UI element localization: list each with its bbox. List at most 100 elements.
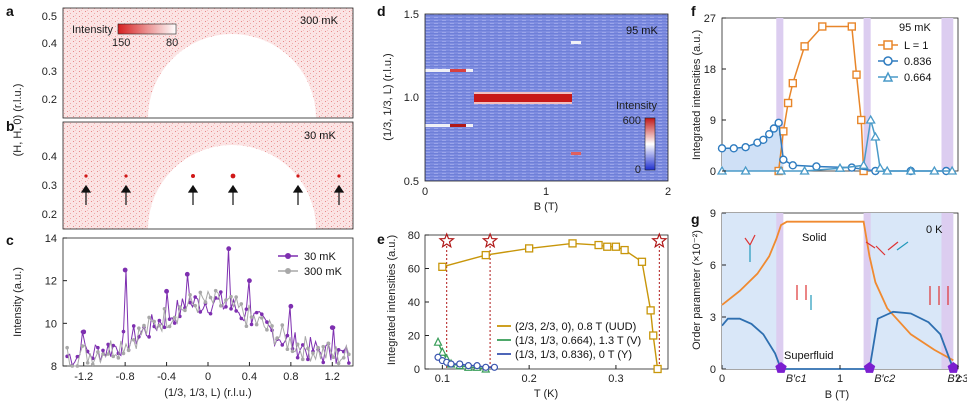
data-point [800,42,809,51]
data-point [172,315,177,320]
panel-a-yticks: 0.5 0.4 0.3 0.2 [42,11,57,106]
data-point [85,349,90,354]
y-tick-label: 40 [408,297,420,309]
data-point [111,343,116,348]
peak-arrow-head [80,184,92,193]
data-point [946,165,958,175]
data-point [717,144,727,153]
panel-d-ylabel: (1/3, 1/3, L) (r.l.u.) [382,53,394,140]
panel-e-xlabel: T (K) [534,388,558,400]
data-point [295,342,300,347]
data-point [259,316,264,320]
superfluid-region [722,213,781,369]
panel-d-colorbar-min: 0 [635,164,641,176]
data-point [249,322,254,327]
panel-a-colorbar-min: 150 [112,37,130,49]
y-tick-label: 0 [710,364,716,376]
data-point [219,304,223,308]
data-point [157,323,162,328]
x-tick-label: 0.1 [435,373,450,385]
legend-0664: 0.664 [904,72,932,84]
data-point [788,78,797,88]
data-point [188,293,192,297]
data-point [280,323,285,327]
y-tick-label: 10 [45,318,57,330]
peak-point [226,246,232,252]
transition-label: B′c1 [786,373,807,385]
data-point [464,362,472,370]
x-tick-label: 1.2 [325,371,340,383]
panel-b: b 30 mK 0.4 0.3 0.2 (H, H, 0) (r.l.u.) [6,84,354,230]
panel-g-xlabel: B (T) [825,389,849,401]
data-point [788,161,797,170]
data-point [447,360,455,368]
heatmap-feature-edge [474,102,572,104]
data-point [96,350,100,354]
x-tick-label: 0 [205,371,211,383]
panel-a: a Intensity 150 80 300 mK 0.5 0.4 0.3 0.… [6,3,354,119]
legend-f-temp: 95 mK [899,22,931,34]
y-tick-label: 0 [414,364,420,376]
data-point [193,303,197,308]
heatmap-feature-upper-red [450,69,466,72]
panel-f-plot: 0 9 18 27 [704,13,958,178]
heatmap-feature-side [571,152,581,155]
panel-letter-c: c [6,232,14,248]
data-point [239,302,244,306]
panel-b-ytick: 0.4 [42,151,57,163]
data-point [188,300,192,305]
x-tick-label: 0.2 [521,373,536,385]
data-point [244,324,249,329]
panel-letter-a: a [6,3,14,19]
area-fill [722,122,784,171]
data-point [882,165,893,175]
panel-d-ytick: 0.5 [404,176,419,188]
panel-d-xtick: 2 [665,186,671,198]
x-tick-label: 1 [837,373,843,385]
panel-c-legend: 30 mK 300 mK [278,251,343,278]
panel-c-xlabel: (1/3, 1/3, L) (r.l.u.) [164,387,251,399]
panel-e: e 0.1 0.2 0.3 0 20 40 60 80 (2/3, 2/3, 0), 0.8 … [377,230,669,400]
data-point [85,361,90,365]
series-line-1 [721,310,955,370]
transition-label: B′c2 [874,373,895,385]
data-point [438,262,447,271]
data-point [437,346,447,356]
data-point [637,257,647,266]
panel-d-ytick: 1.0 [404,92,419,104]
spin-arrows-icon [865,241,899,256]
y-tick-label: 9 [710,115,716,127]
data-point [834,162,846,172]
bragg-spot [296,174,300,178]
star-icon [481,232,499,249]
data-point [336,348,341,352]
superfluid-region [869,213,954,369]
panel-a-mask [148,34,316,118]
data-point [219,290,223,294]
data-point [774,118,783,128]
data-point [254,310,259,315]
data-point [75,354,80,359]
y-tick-label: 20 [408,331,420,343]
panel-f: f 0 9 18 27 95 mK L = 1 0.836 0.664 Integra… [691,3,959,178]
data-point [106,342,110,347]
bragg-spot [84,174,88,178]
panel-g: g 0 1 2 0 3 6 9 B′c1 B′c2 B′c3 Solid Superfluid 0… [691,208,967,401]
data-point [162,306,167,311]
y-tick-label: 3 [710,312,716,324]
x-tick-label: 0.4 [242,371,257,383]
data-point [198,290,203,295]
star-icon [651,232,668,249]
data-point [208,295,213,300]
transition-band [776,18,784,171]
heatmap-feature-main [474,94,572,102]
panel-letter-e: e [377,231,385,247]
data-point [929,165,940,175]
peak-arrow-head [292,184,304,193]
transition-band [941,213,954,369]
legend-marker-30mk [285,253,291,259]
x-tick-label: 0 [719,373,725,385]
y-tick-label: 27 [704,13,716,25]
data-point [769,124,779,133]
peak-point [164,288,169,294]
